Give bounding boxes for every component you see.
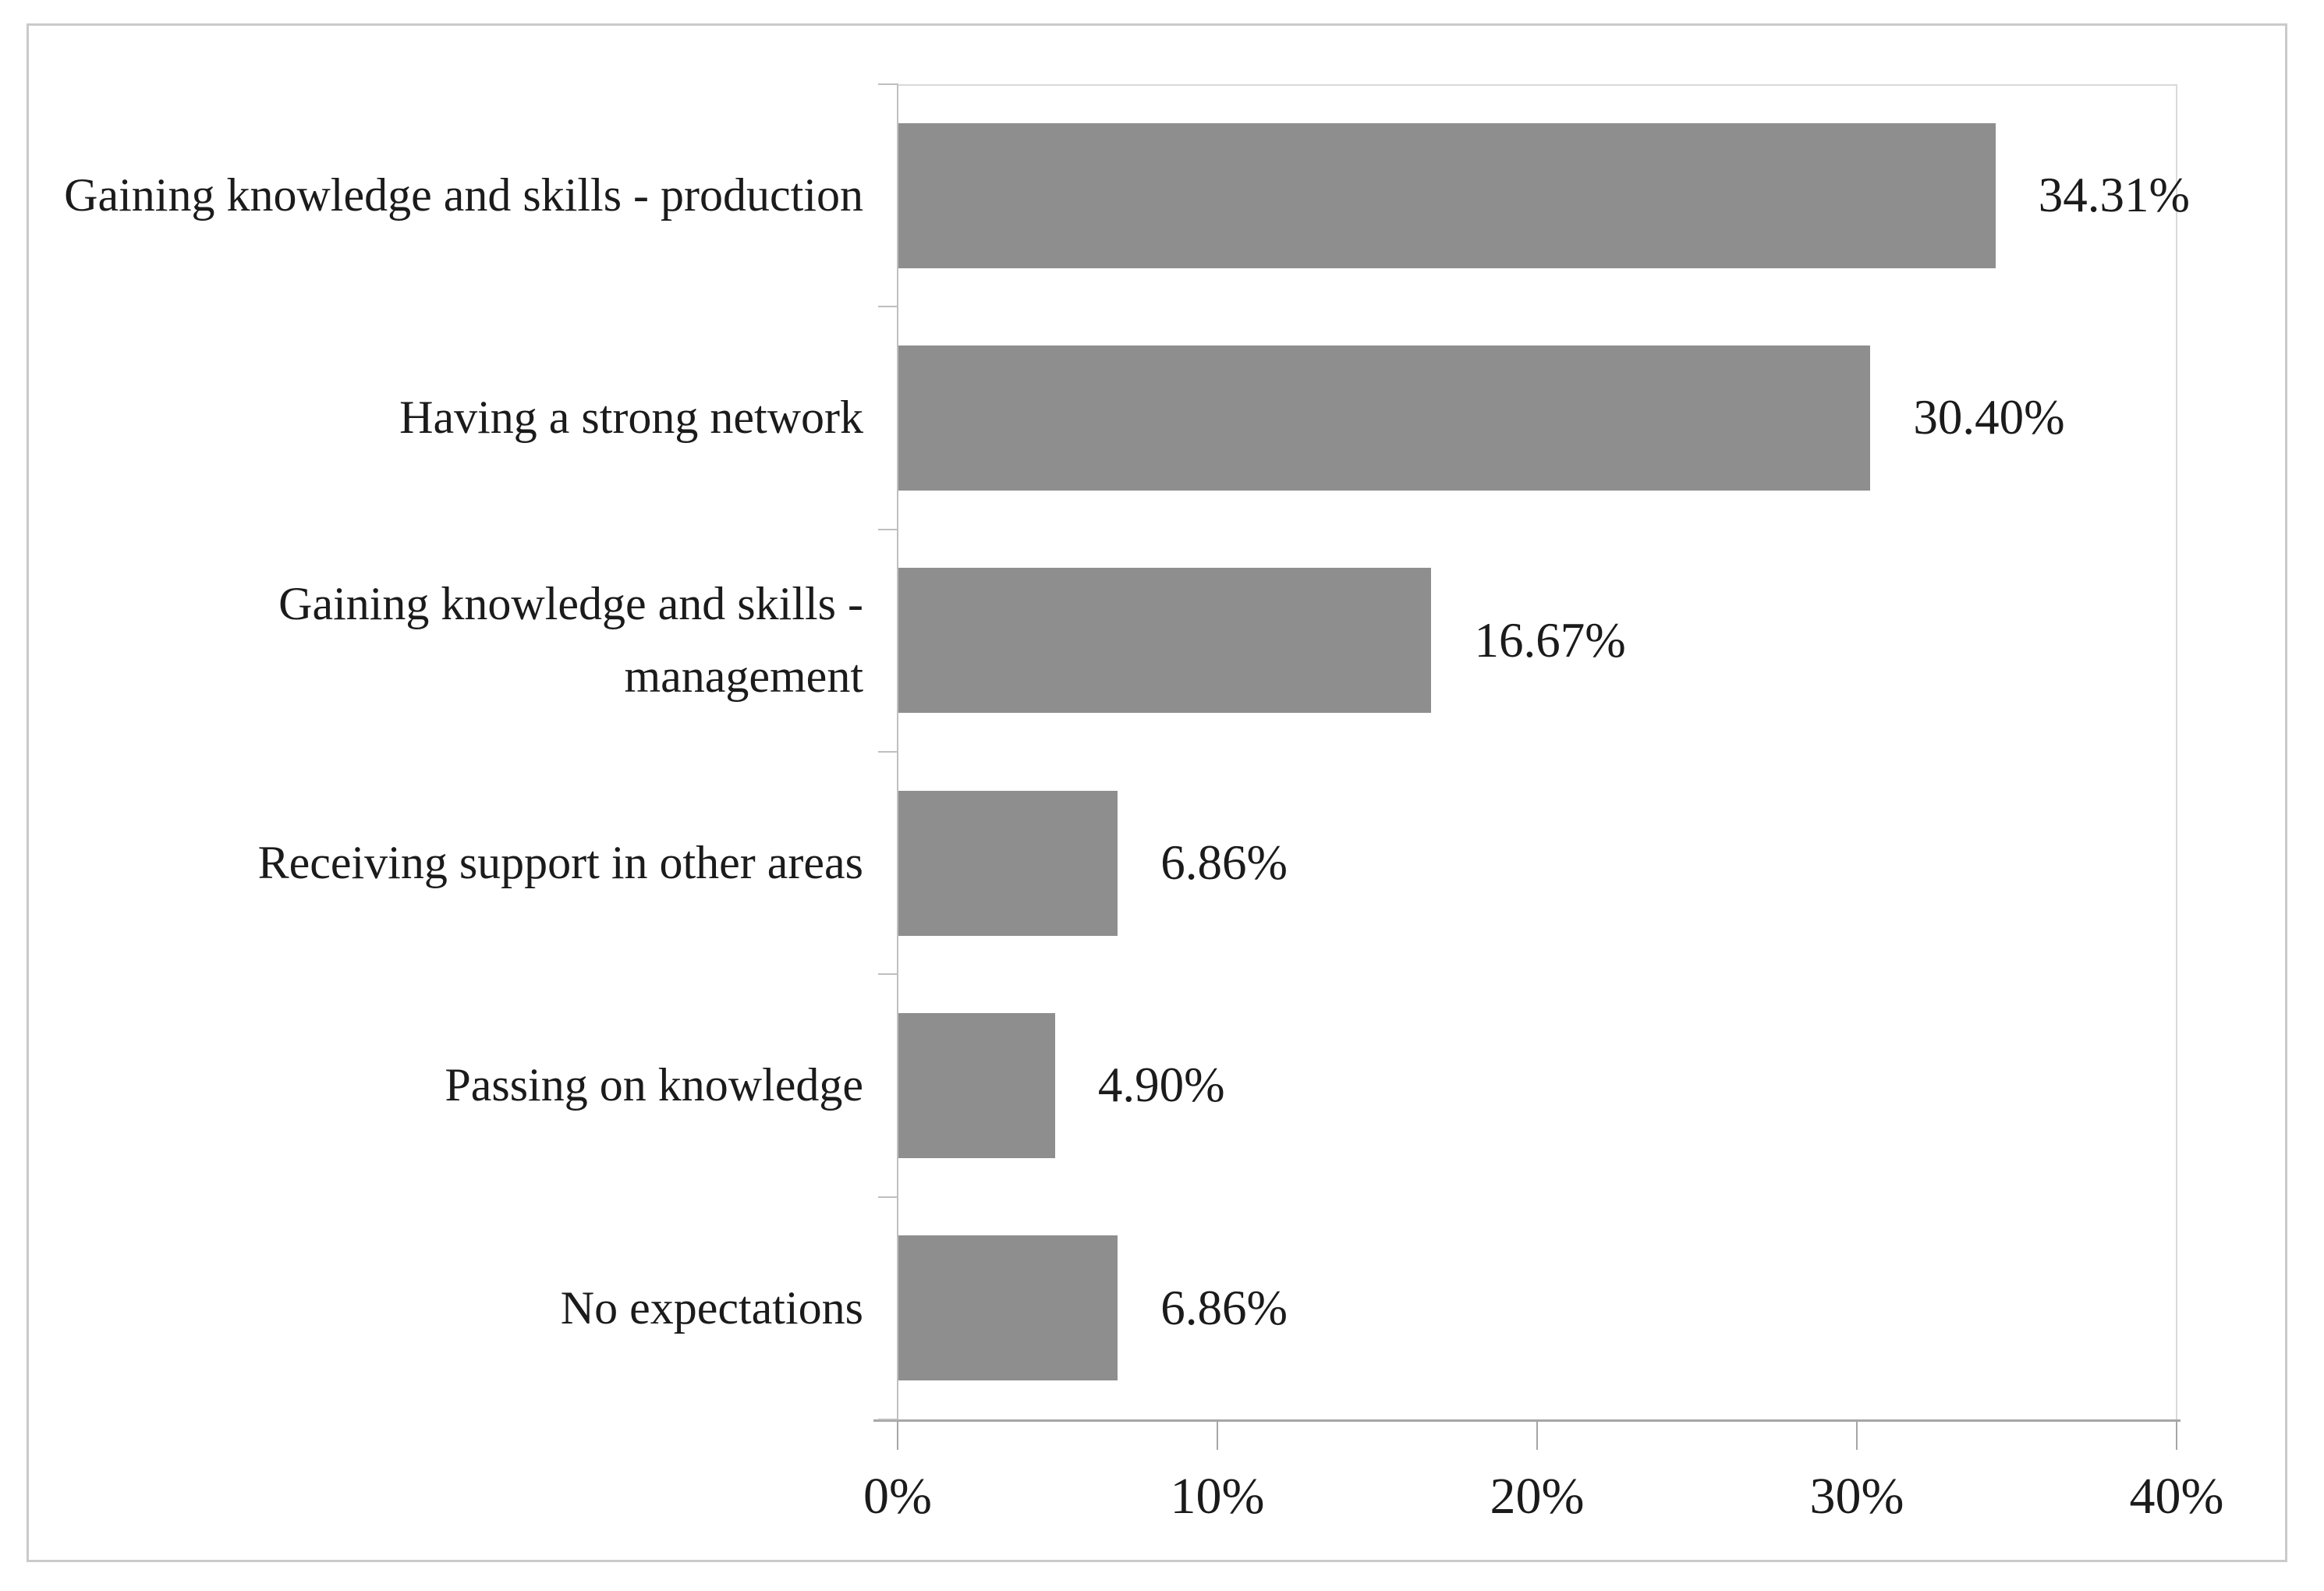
bar-row: 4.90% bbox=[898, 974, 2285, 1196]
x-axis-tick-label: 40% bbox=[2129, 1468, 2224, 1525]
category-label: Gaining knowledge and skills - productio… bbox=[64, 169, 863, 221]
bar-value-label: 30.40% bbox=[1913, 390, 2065, 445]
bar-value-label: 4.90% bbox=[1097, 1058, 1225, 1113]
bar-row: 16.67% bbox=[898, 530, 2285, 752]
y-axis-tick bbox=[878, 973, 898, 976]
bar bbox=[898, 345, 1871, 491]
category-label: Receiving support in other areas bbox=[257, 837, 863, 889]
x-axis-tick bbox=[1536, 1422, 1538, 1450]
category-axis-labels: Gaining knowledge and skills - productio… bbox=[52, 84, 863, 1419]
y-axis-tick bbox=[878, 751, 898, 753]
x-axis-tick-label: 30% bbox=[1809, 1468, 1904, 1525]
y-axis-tick bbox=[878, 1419, 898, 1420]
y-axis-line bbox=[897, 84, 898, 1449]
bar-value-label: 34.31% bbox=[2038, 168, 2190, 223]
x-axis-tick-label: 20% bbox=[1490, 1468, 1585, 1525]
category-label: No expectations bbox=[560, 1281, 863, 1334]
bar-row: 30.40% bbox=[898, 307, 2285, 529]
bar-row: 6.86% bbox=[898, 1197, 2285, 1419]
bar-value-label: 16.67% bbox=[1474, 612, 1626, 668]
category-label: Gaining knowledge and skills - managemen… bbox=[278, 578, 863, 703]
x-axis-tick-label: 0% bbox=[863, 1468, 932, 1525]
chart-frame: Gaining knowledge and skills - productio… bbox=[27, 23, 2287, 1562]
x-axis-tick bbox=[2176, 1422, 2177, 1450]
plot-area bbox=[897, 84, 2177, 1421]
bar bbox=[898, 122, 1996, 268]
x-axis-tick-label: 10% bbox=[1170, 1468, 1265, 1525]
bar bbox=[898, 568, 1432, 714]
bar bbox=[898, 1235, 1118, 1381]
category-label: Passing on knowledge bbox=[445, 1059, 863, 1111]
category-label: Having a strong network bbox=[399, 392, 863, 444]
x-axis-tick bbox=[1856, 1422, 1858, 1450]
y-axis-tick bbox=[878, 83, 898, 85]
y-axis-tick bbox=[878, 306, 898, 308]
y-axis-tick bbox=[878, 1196, 898, 1198]
x-axis-tick bbox=[1217, 1422, 1218, 1450]
bar-row: 34.31% bbox=[898, 84, 2285, 307]
y-axis-tick bbox=[878, 528, 898, 530]
bar bbox=[898, 1012, 1055, 1158]
bar-row: 6.86% bbox=[898, 752, 2285, 974]
x-axis-tick bbox=[897, 1422, 898, 1450]
x-axis-line bbox=[873, 1419, 2181, 1422]
bar-value-label: 6.86% bbox=[1160, 1280, 1288, 1335]
bar bbox=[898, 790, 1118, 936]
bar-value-label: 6.86% bbox=[1160, 835, 1288, 891]
